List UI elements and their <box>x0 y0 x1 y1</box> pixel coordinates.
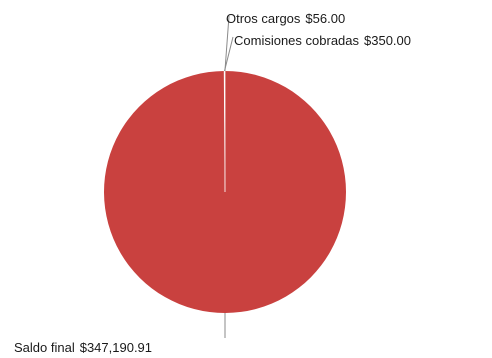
leader-lines <box>224 15 234 338</box>
leader-otros-cargos <box>224 15 230 72</box>
slice-label-otros-cargos: Otros cargos $56.00 <box>226 11 345 26</box>
slice-label-saldo-final: Saldo final $347,190.91 <box>14 340 152 355</box>
pie-slices <box>103 70 346 313</box>
slice-label-comisiones-cobradas: Comisiones cobradas $350.00 <box>234 33 411 48</box>
slice-labels: Saldo final $347,190.91 Comisiones cobrad… <box>14 11 411 355</box>
leader-comisiones-cobradas <box>224 36 234 72</box>
